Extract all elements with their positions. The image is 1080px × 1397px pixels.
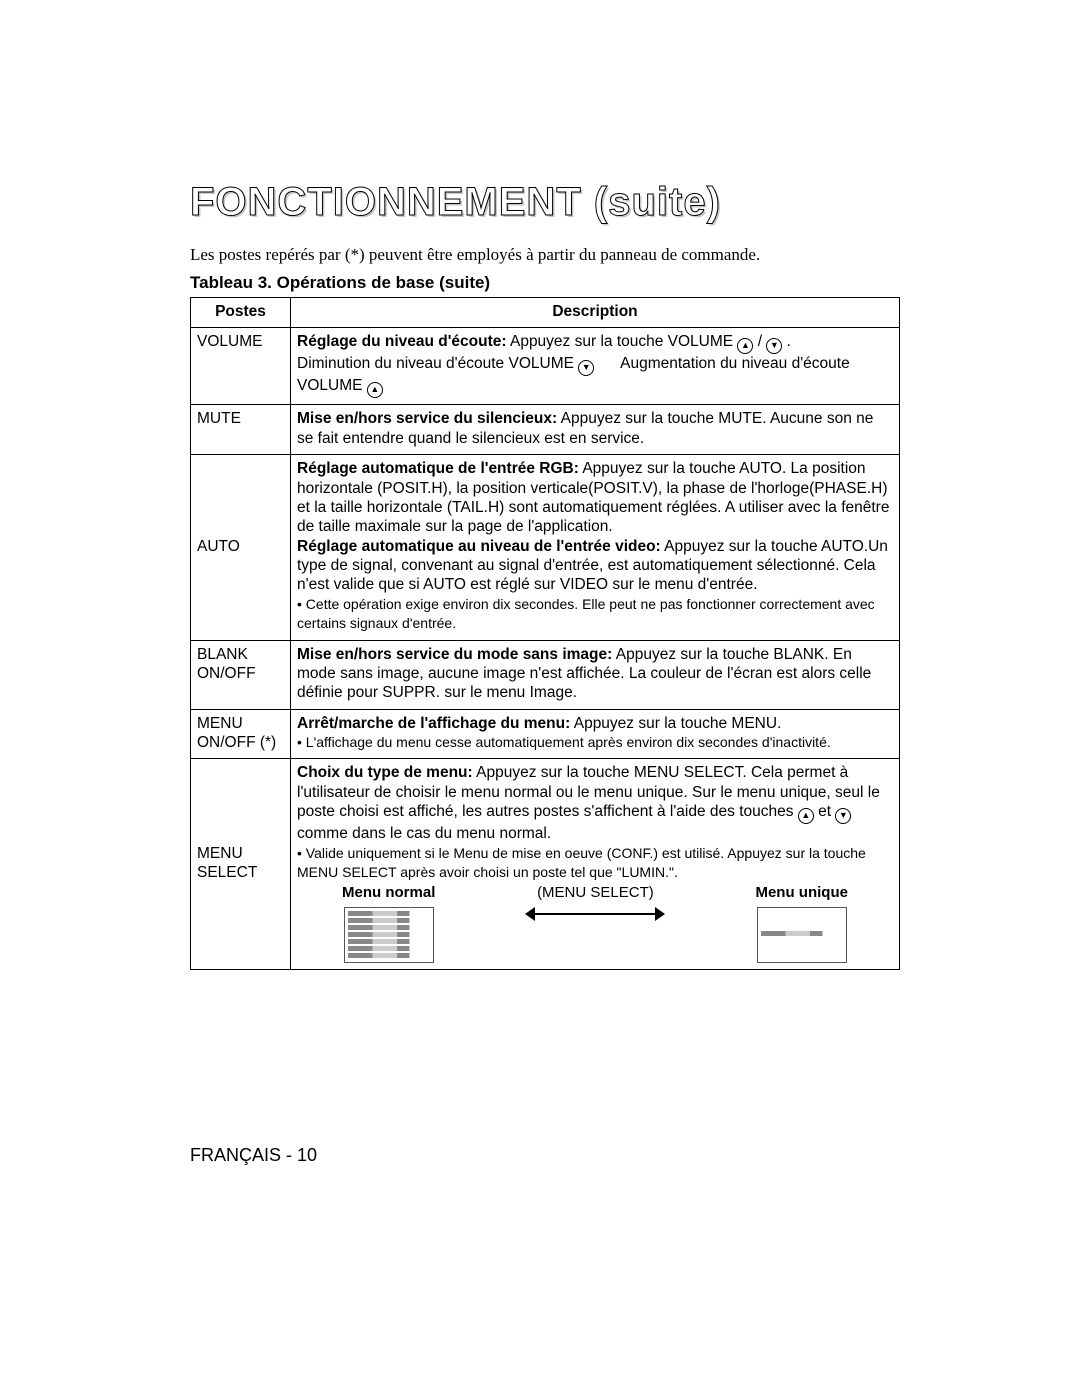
menu-normal-col: Menu normal bbox=[342, 884, 435, 963]
row-auto: AUTO Réglage automatique de l'entrée RGB… bbox=[191, 455, 900, 640]
manual-page: FONCTIONNEMENT (suite) Les postes repéré… bbox=[0, 0, 1080, 1397]
label-mute: MUTE bbox=[191, 405, 291, 455]
row-menu-select: MENU SELECT Choix du type de menu: Appuy… bbox=[191, 759, 900, 970]
menu-unique-thumb bbox=[757, 907, 847, 963]
row-menu-onoff: MENU ON/OFF (*) Arrêt/marche de l'affich… bbox=[191, 709, 900, 759]
header-postes: Postes bbox=[191, 298, 291, 328]
row-blank: BLANK ON/OFF Mise en/hors service du mod… bbox=[191, 640, 900, 709]
table-header-row: Postes Description bbox=[191, 298, 900, 328]
volume-up-icon: ▲ bbox=[737, 338, 753, 354]
desc-auto: Réglage automatique de l'entrée RGB: App… bbox=[291, 455, 900, 640]
operations-table: Postes Description VOLUME Réglage du niv… bbox=[190, 297, 900, 970]
label-blank: BLANK ON/OFF bbox=[191, 640, 291, 709]
page-footer: FRANÇAIS - 10 bbox=[190, 1145, 317, 1166]
down-icon: ▼ bbox=[835, 808, 851, 824]
title-suffix: (suite) bbox=[594, 180, 721, 224]
label-menu-onoff: MENU ON/OFF (*) bbox=[191, 709, 291, 759]
header-description: Description bbox=[291, 298, 900, 328]
double-arrow-icon bbox=[525, 907, 665, 921]
menu-mid-col: (MENU SELECT) bbox=[525, 884, 665, 921]
desc-menu-onoff: Arrêt/marche de l'affichage du menu: App… bbox=[291, 709, 900, 759]
menu-normal-thumb bbox=[344, 907, 434, 963]
intro-text: Les postes repérés par (*) peuvent être … bbox=[190, 245, 900, 265]
up-icon: ▲ bbox=[798, 808, 814, 824]
table-caption: Tableau 3. Opérations de base (suite) bbox=[190, 273, 900, 293]
label-menu-select: MENU SELECT bbox=[191, 759, 291, 970]
label-volume: VOLUME bbox=[191, 328, 291, 405]
row-mute: MUTE Mise en/hors service du silencieux:… bbox=[191, 405, 900, 455]
volume-down-icon: ▼ bbox=[578, 360, 594, 376]
volume-down-icon: ▼ bbox=[766, 338, 782, 354]
menu-unique-col: Menu unique bbox=[755, 884, 848, 963]
desc-menu-select: Choix du type de menu: Appuyez sur la to… bbox=[291, 759, 900, 970]
page-title: FONCTIONNEMENT (suite) bbox=[190, 180, 900, 225]
row-volume: VOLUME Réglage du niveau d'écoute: Appuy… bbox=[191, 328, 900, 405]
volume-up-icon: ▲ bbox=[367, 382, 383, 398]
title-main: FONCTIONNEMENT bbox=[190, 180, 582, 224]
desc-volume: Réglage du niveau d'écoute: Appuyez sur … bbox=[291, 328, 900, 405]
desc-mute: Mise en/hors service du silencieux: Appu… bbox=[291, 405, 900, 455]
label-auto: AUTO bbox=[191, 455, 291, 640]
desc-blank: Mise en/hors service du mode sans image:… bbox=[291, 640, 900, 709]
menu-compare: Menu normal (MENU SELECT) bbox=[297, 884, 893, 963]
